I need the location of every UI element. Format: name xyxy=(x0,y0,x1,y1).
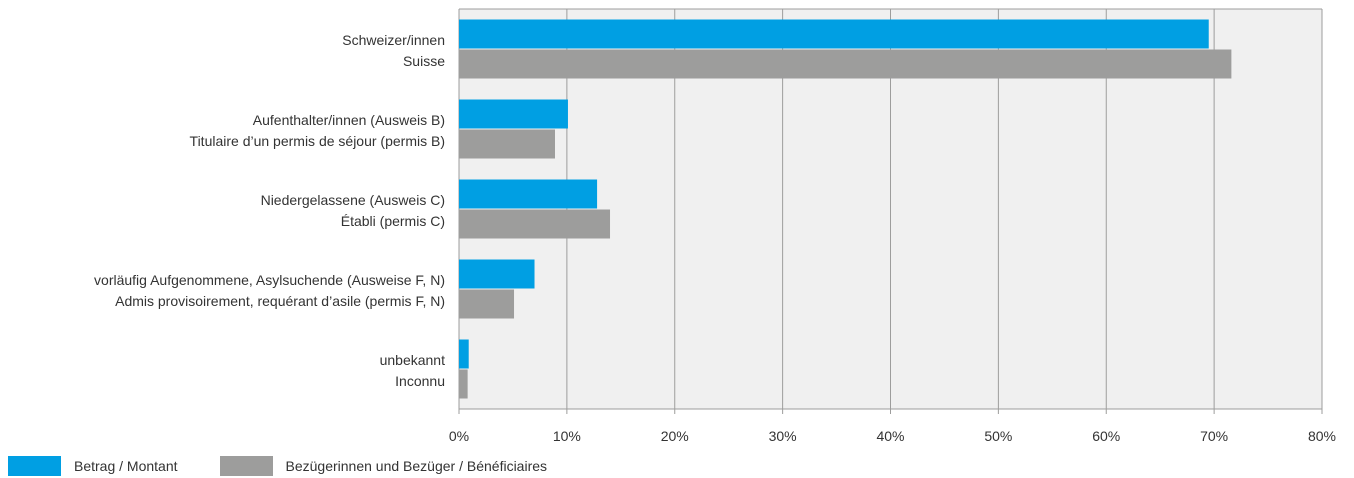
legend-swatch-recipients xyxy=(219,456,273,476)
legend-item-recipients: Bezügerinnen und Bezüger / Bénéficiaires xyxy=(219,456,548,476)
category-label-fr: Établi (permis C) xyxy=(341,213,445,229)
legend-swatch-amount xyxy=(8,456,61,476)
bar-amount xyxy=(459,179,598,209)
category-label-de: Schweizer/innen xyxy=(342,32,445,48)
legend-label-amount: Betrag / Montant xyxy=(74,458,178,474)
category-label-fr: Titulaire d’un permis de séjour (permis … xyxy=(190,133,445,149)
bar-amount xyxy=(459,19,1209,49)
bar-amount xyxy=(459,259,535,289)
x-tick-label: 30% xyxy=(769,428,797,444)
bar-recipients xyxy=(459,129,556,159)
category-label-de: unbekannt xyxy=(380,352,446,368)
bar-recipients xyxy=(459,289,515,319)
x-tick-label: 80% xyxy=(1308,428,1336,444)
category-label-de: Niedergelassene (Ausweis C) xyxy=(261,192,445,208)
bar-recipients xyxy=(459,369,468,399)
legend: Betrag / Montant Bezügerinnen und Bezüge… xyxy=(8,456,589,476)
category-label-fr: Inconnu xyxy=(395,373,445,389)
bar-recipients xyxy=(459,49,1232,79)
category-label-de: vorläufig Aufgenommene, Asylsuchende (Au… xyxy=(94,272,445,288)
x-tick-label: 10% xyxy=(553,428,581,444)
bar-recipients xyxy=(459,209,611,239)
bar-amount xyxy=(459,339,469,369)
legend-label-recipients: Bezügerinnen und Bezüger / Bénéficiaires xyxy=(285,458,548,474)
x-axis-ticks: 0% 10% 20% 30% 40% 50% 60% 70% 80% xyxy=(449,428,1336,444)
x-tick-label: 20% xyxy=(661,428,689,444)
category-label-de: Aufenthalter/innen (Ausweis B) xyxy=(253,112,445,128)
x-tick-label: 60% xyxy=(1092,428,1120,444)
category-labels: Schweizer/innen Suisse Aufenthalter/innen … xyxy=(94,32,445,389)
x-tick-label: 70% xyxy=(1200,428,1228,444)
category-label-fr: Admis provisoirement, requérant d’asile … xyxy=(115,293,445,309)
bar-amount xyxy=(459,99,568,129)
category-label-fr: Suisse xyxy=(403,53,445,69)
bars xyxy=(459,19,1232,399)
x-tick-label: 40% xyxy=(876,428,904,444)
x-tick-label: 0% xyxy=(449,428,469,444)
legend-item-amount: Betrag / Montant xyxy=(8,456,178,476)
x-tick-label: 50% xyxy=(984,428,1012,444)
